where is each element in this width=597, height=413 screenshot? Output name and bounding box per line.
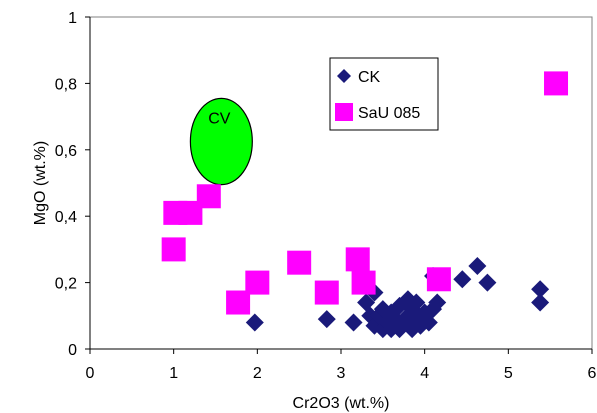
sau085-point (287, 250, 312, 275)
sau085-point (196, 184, 221, 209)
ck-point (344, 313, 363, 332)
sau085-point (245, 270, 270, 295)
x-tick-label: 6 (588, 365, 597, 382)
ck-point (428, 293, 447, 312)
ck-point (453, 270, 472, 289)
sau085-point (161, 237, 186, 262)
sau085-point (544, 71, 569, 96)
sau085-point (426, 267, 451, 292)
sau085-point (314, 280, 339, 305)
x-axis-title: Cr2O3 (wt.%) (293, 395, 390, 412)
y-tick-label: 0,2 (55, 276, 77, 293)
ck-point (419, 313, 438, 332)
y-tick-label: 1 (68, 10, 77, 27)
y-axis-title: MgO (wt.%) (32, 141, 49, 225)
legend-label: CK (358, 69, 381, 86)
legend-swatch-ck (337, 69, 351, 83)
legend-label: SaU 085 (358, 105, 420, 122)
y-tick-label: 0 (68, 342, 77, 359)
x-tick-label: 3 (337, 365, 346, 382)
x-tick-label: 5 (504, 365, 513, 382)
cv-ellipse (189, 97, 253, 186)
sau085-point (345, 247, 370, 272)
x-tick-label: 1 (169, 365, 178, 382)
x-tick-label: 2 (253, 365, 262, 382)
ck-point (531, 293, 550, 312)
ck-point (407, 293, 426, 312)
x-tick-label: 4 (420, 365, 429, 382)
y-tick-label: 0,4 (55, 209, 77, 226)
ck-point (357, 293, 376, 312)
legend: CK SaU 085 (329, 57, 439, 131)
y-tick-label: 0,8 (55, 76, 77, 93)
ck-point (478, 273, 497, 292)
cv-label: CV (208, 111, 231, 128)
y-tick-label: 0,6 (55, 143, 77, 160)
ck-point (531, 280, 550, 299)
x-tick-label: 0 (86, 365, 95, 382)
legend-swatch-sau085 (335, 103, 353, 121)
sau085-point (351, 270, 376, 295)
data-marks: CV (161, 71, 569, 339)
axes: 0 1 2 3 4 5 6 0 0,2 0,4 0,6 0,8 1 (55, 10, 597, 382)
series-sau-085 (161, 71, 569, 315)
series-ck (245, 257, 550, 339)
ck-point (317, 310, 336, 329)
ck-point (245, 313, 264, 332)
ck-point (468, 257, 487, 275)
